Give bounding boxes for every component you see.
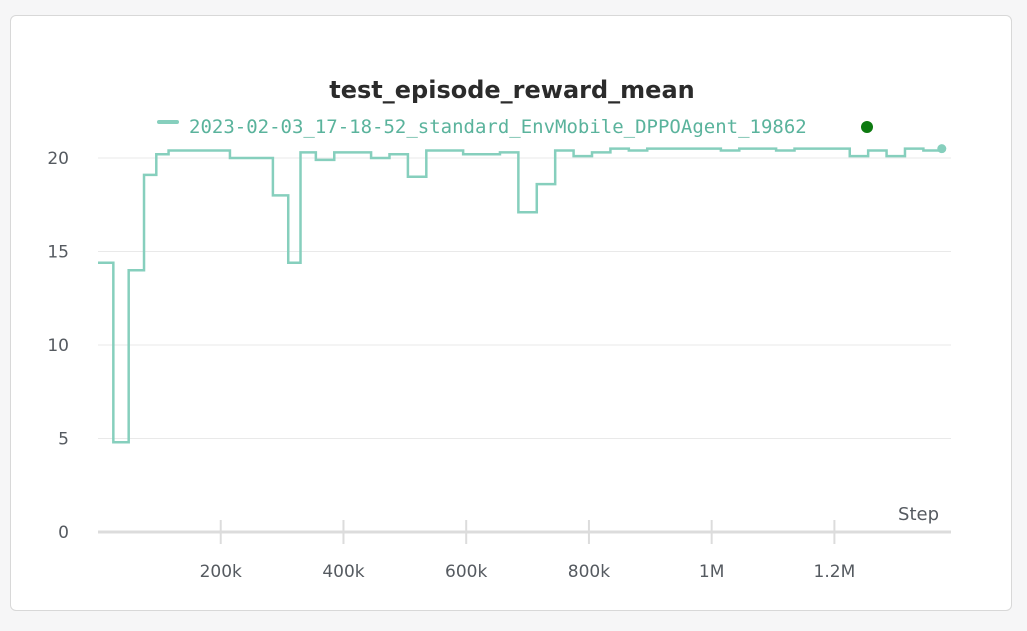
legend[interactable]: 2023-02-03_17-18-52_standard_EnvMobile_D… <box>157 116 873 138</box>
legend-series-label: 2023-02-03_17-18-52_standard_EnvMobile_D… <box>189 116 807 138</box>
x-tick-label: 1.2M <box>814 562 856 582</box>
x-tick-label: 1M <box>699 562 724 582</box>
y-tick-label: 0 <box>58 523 69 543</box>
chart-title: test_episode_reward_mean <box>329 76 694 104</box>
series-layer[interactable] <box>98 144 947 444</box>
x-axis-label: Step <box>898 504 939 525</box>
line-chart: test_episode_reward_mean 2023-02-03_17-1… <box>47 76 951 582</box>
x-tick-label: 800k <box>568 562 610 582</box>
y-tick-label: 15 <box>47 243 69 263</box>
series-line[interactable] <box>98 147 944 444</box>
run-status-dot <box>861 121 873 133</box>
y-tick-label: 20 <box>47 149 69 169</box>
x-tick-label: 200k <box>200 562 242 582</box>
x-tick-label: 400k <box>322 562 364 582</box>
x-tick-label: 600k <box>445 562 487 582</box>
chart-panel: test_episode_reward_mean 2023-02-03_17-1… <box>10 15 1012 611</box>
y-tick-label: 10 <box>47 336 69 356</box>
grid <box>98 157 951 439</box>
series-end-point[interactable] <box>937 144 947 154</box>
x-axis: 200k 400k 600k 800k 1M 1.2M <box>98 520 951 582</box>
y-axis-ticks: 0 5 10 15 20 <box>47 149 69 543</box>
y-tick-label: 5 <box>58 430 69 450</box>
